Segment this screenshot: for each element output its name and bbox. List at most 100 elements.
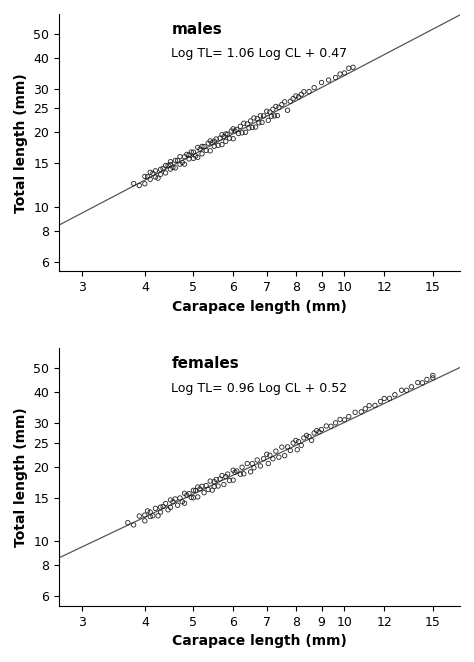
Point [256,111,264,121]
Point [212,134,220,144]
Point [315,426,323,437]
Point [235,128,242,139]
Point [298,89,305,100]
Point [141,171,149,181]
Point [216,473,224,484]
Point [247,467,255,477]
Point [152,166,159,176]
Point [229,475,237,485]
Point [278,99,286,110]
Point [303,430,310,441]
Point [231,126,239,136]
Point [308,435,315,446]
Point [313,425,320,436]
Point [218,129,226,140]
Point [229,465,237,475]
Point [327,421,335,432]
Point [130,178,137,189]
Point [218,470,226,481]
Point [144,506,151,516]
Point [244,118,251,129]
Point [233,124,241,135]
Point [167,156,174,167]
Point [141,179,149,189]
Point [206,476,214,487]
Point [248,458,256,469]
Point [266,107,273,117]
Point [287,446,294,456]
Point [206,146,214,156]
X-axis label: Carapace length (mm): Carapace length (mm) [172,634,347,648]
Point [222,128,229,139]
Point [149,168,156,179]
Text: males: males [172,22,222,36]
Point [391,389,399,400]
Point [365,401,373,411]
Point [190,147,197,158]
Point [332,418,339,428]
Point [250,113,258,123]
Point [295,92,302,103]
Point [233,465,241,476]
Point [300,432,308,443]
Point [292,435,300,446]
Point [252,122,259,132]
Point [154,510,162,521]
Point [141,516,149,526]
Point [157,507,164,518]
Point [325,75,332,85]
Point [284,442,292,452]
Point [157,502,164,512]
Point [222,471,229,482]
Point [263,449,271,459]
Point [162,167,169,178]
Point [202,480,210,491]
Point [231,467,239,477]
Point [204,484,212,495]
Point [164,160,172,171]
Point [256,461,264,471]
Point [146,507,154,518]
Point [269,453,277,464]
Point [305,86,313,97]
Point [154,173,162,183]
Point [136,180,143,191]
Point [423,374,431,385]
Point [183,149,191,160]
Point [289,438,297,448]
Point [305,432,313,442]
Point [172,163,179,173]
Point [289,93,297,104]
Point [169,162,177,173]
Point [254,113,261,124]
Point [192,151,200,162]
Point [162,160,169,171]
Point [162,498,169,509]
Point [336,69,344,79]
Point [185,154,193,164]
Point [204,138,212,148]
Point [237,469,244,479]
Point [377,396,384,406]
Point [172,494,179,504]
Point [194,142,201,153]
Point [198,148,206,159]
Point [164,504,172,515]
Point [124,518,132,528]
Point [190,493,197,503]
Point [167,495,174,505]
Point [146,174,154,185]
Point [181,159,188,169]
Point [310,82,318,93]
Point [130,520,137,530]
Point [218,139,226,150]
Point [210,141,218,152]
Point [220,479,228,490]
Point [185,489,193,499]
Point [187,147,195,158]
Point [264,115,272,126]
Point [244,458,251,469]
Point [318,77,325,88]
Point [260,453,267,464]
Point [181,498,188,508]
